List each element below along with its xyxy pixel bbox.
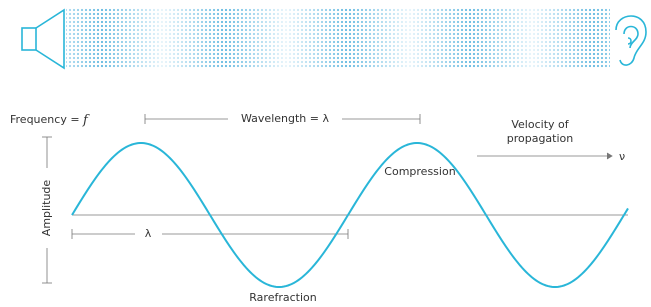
ear-icon <box>616 16 646 65</box>
velocity-symbol: ν <box>619 150 625 163</box>
lambda-label: λ <box>145 227 152 240</box>
velocity-arrow <box>477 153 612 159</box>
frequency-label: Frequency = f <box>10 113 90 128</box>
wavelength-label: Wavelength = λ <box>241 112 329 125</box>
lambda-bracket <box>72 229 348 239</box>
amplitude-label: Amplitude <box>40 180 53 237</box>
speaker-icon <box>22 10 64 68</box>
velocity-label: propagation <box>507 132 574 145</box>
pressure-band <box>66 8 610 68</box>
sound-wave-diagram: Frequency = f Wavelength = λ Velocity of… <box>0 0 651 307</box>
compression-label: Compression <box>384 165 455 178</box>
rarefraction-label: Rarefraction <box>249 291 316 304</box>
velocity-label: Velocity of <box>511 118 569 131</box>
